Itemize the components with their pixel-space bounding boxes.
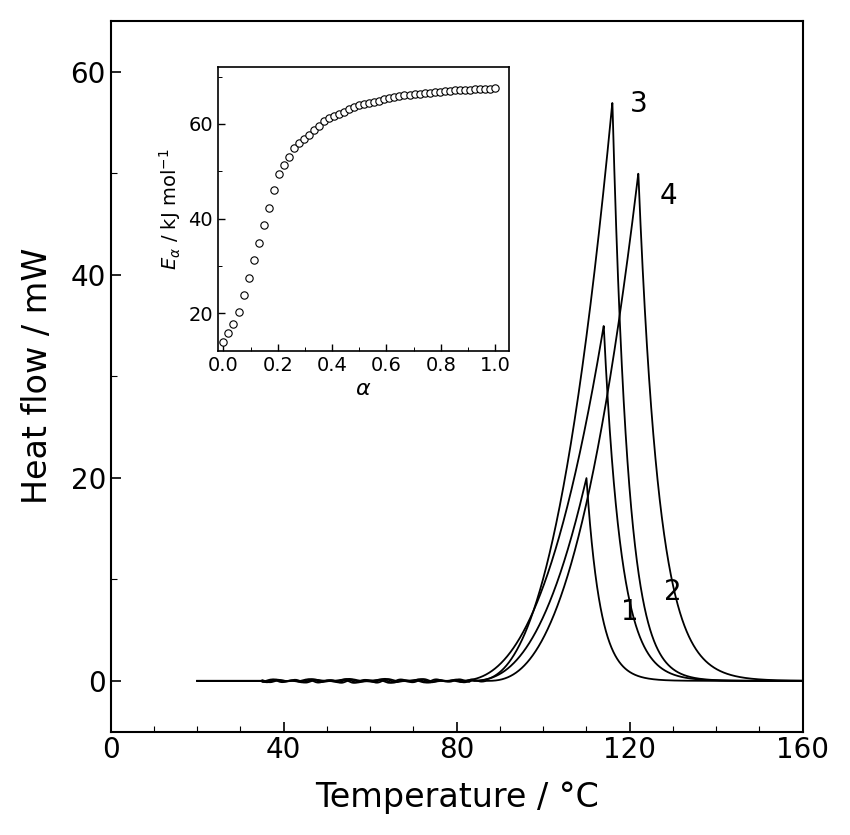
Text: 1: 1 (621, 598, 638, 626)
Text: 2: 2 (665, 578, 682, 605)
Y-axis label: Heat flow / mW: Heat flow / mW (21, 248, 54, 504)
Text: 3: 3 (630, 90, 648, 119)
Text: 4: 4 (660, 181, 677, 210)
X-axis label: Temperature / °C: Temperature / °C (314, 782, 598, 814)
